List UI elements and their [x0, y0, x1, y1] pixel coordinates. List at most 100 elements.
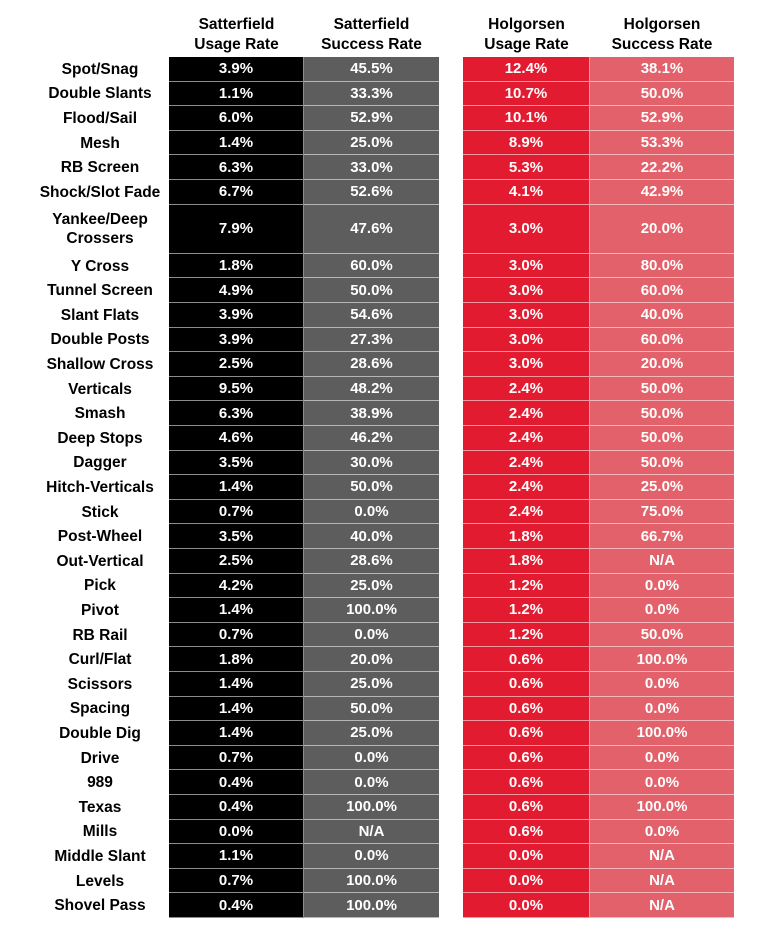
satterfield-usage-cell: 1.4% — [169, 672, 304, 697]
satterfield-success-cell: 52.9% — [304, 106, 439, 131]
holgorsen-success-cell: 0.0% — [590, 573, 734, 599]
satterfield-success-cell: 100.0% — [304, 893, 439, 918]
holgorsen-success-cell: 38.1% — [590, 57, 734, 82]
row-label: Spacing — [69, 700, 131, 718]
holgorsen-success-cell: 50.0% — [590, 376, 734, 402]
holgorsen-usage-cell: 3.0% — [463, 303, 590, 328]
row-label: Curl/Flat — [68, 651, 132, 669]
table-row: Out-Vertical 2.5% 28.6% 1.8% N/A — [0, 549, 758, 574]
holgorsen-success-cell: 0.0% — [590, 745, 734, 771]
header-holgorsen-usage: Holgorsen Usage Rate — [484, 16, 569, 53]
table-row: Spot/Snag 3.9% 45.5% 12.4% 38.1% — [0, 57, 758, 82]
satterfield-success-cell: 25.0% — [304, 130, 439, 156]
holgorsen-success-cell: 100.0% — [590, 721, 734, 746]
holgorsen-success-cell: 42.9% — [590, 180, 734, 205]
satterfield-success-cell: 54.6% — [304, 303, 439, 328]
satterfield-usage-cell: 9.5% — [169, 376, 304, 402]
holgorsen-success-cell: 80.0% — [590, 253, 734, 279]
row-label: Shock/Slot Fade — [39, 183, 161, 201]
holgorsen-success-cell: 75.0% — [590, 499, 734, 525]
holgorsen-success-cell: 20.0% — [590, 352, 734, 377]
satterfield-usage-cell: 6.3% — [169, 401, 304, 426]
holgorsen-usage-cell: 0.6% — [463, 770, 590, 795]
row-label: Out-Vertical — [56, 552, 144, 570]
row-label: Texas — [78, 798, 122, 816]
table-row: Pick 4.2% 25.0% 1.2% 0.0% — [0, 573, 758, 599]
holgorsen-success-cell: N/A — [590, 868, 734, 894]
satterfield-usage-cell: 0.7% — [169, 622, 304, 648]
satterfield-success-cell: 25.0% — [304, 721, 439, 746]
satterfield-success-cell: 100.0% — [304, 795, 439, 820]
table-row: Middle Slant 1.1% 0.0% 0.0% N/A — [0, 844, 758, 869]
table-row: Double Slants 1.1% 33.3% 10.7% 50.0% — [0, 81, 758, 107]
table-row: Mills 0.0% N/A 0.6% 0.0% — [0, 819, 758, 845]
satterfield-success-cell: 50.0% — [304, 475, 439, 500]
satterfield-success-cell: 25.0% — [304, 672, 439, 697]
satterfield-usage-cell: 1.1% — [169, 844, 304, 869]
holgorsen-usage-cell: 12.4% — [463, 57, 590, 82]
holgorsen-success-cell: 40.0% — [590, 303, 734, 328]
satterfield-usage-cell: 0.4% — [169, 893, 304, 918]
row-label: Tunnel Screen — [47, 282, 153, 300]
header-satterfield-success: Satterfield Success Rate — [321, 16, 422, 53]
satterfield-success-cell: 0.0% — [304, 745, 439, 771]
row-label: Double Posts — [50, 331, 150, 349]
table-row: RB Screen 6.3% 33.0% 5.3% 22.2% — [0, 155, 758, 180]
satterfield-success-cell: 45.5% — [304, 57, 439, 82]
holgorsen-usage-cell: 1.8% — [463, 549, 590, 574]
holgorsen-usage-cell: 2.4% — [463, 475, 590, 500]
row-label: RB Screen — [60, 159, 140, 177]
table-row: Levels 0.7% 100.0% 0.0% N/A — [0, 868, 758, 894]
satterfield-usage-cell: 3.5% — [169, 524, 304, 549]
table-row: Double Dig 1.4% 25.0% 0.6% 100.0% — [0, 721, 758, 746]
holgorsen-usage-cell: 0.6% — [463, 745, 590, 771]
holgorsen-usage-cell: 4.1% — [463, 180, 590, 205]
header-satterfield-usage: Satterfield Usage Rate — [194, 16, 279, 53]
holgorsen-usage-cell: 1.2% — [463, 622, 590, 648]
row-label: Mills — [82, 823, 118, 841]
holgorsen-usage-cell: 3.0% — [463, 278, 590, 303]
holgorsen-usage-cell: 10.7% — [463, 81, 590, 107]
holgorsen-success-cell: N/A — [590, 549, 734, 574]
satterfield-usage-cell: 3.9% — [169, 327, 304, 353]
table-row: Slant Flats 3.9% 54.6% 3.0% 40.0% — [0, 303, 758, 328]
satterfield-usage-cell: 1.8% — [169, 647, 304, 672]
row-label: Shallow Cross — [46, 355, 154, 373]
holgorsen-success-cell: 20.0% — [590, 204, 734, 254]
row-label: Double Dig — [59, 724, 141, 742]
satterfield-success-cell: 100.0% — [304, 598, 439, 623]
table-row: Hitch-Verticals 1.4% 50.0% 2.4% 25.0% — [0, 475, 758, 500]
holgorsen-success-cell: 0.0% — [590, 770, 734, 795]
holgorsen-success-cell: 50.0% — [590, 426, 734, 451]
holgorsen-usage-cell: 0.6% — [463, 647, 590, 672]
holgorsen-success-cell: 53.3% — [590, 130, 734, 156]
holgorsen-success-cell: 0.0% — [590, 696, 734, 722]
holgorsen-usage-cell: 0.6% — [463, 721, 590, 746]
table-row: Scissors 1.4% 25.0% 0.6% 0.0% — [0, 672, 758, 697]
satterfield-usage-cell: 3.9% — [169, 57, 304, 82]
holgorsen-success-cell: 52.9% — [590, 106, 734, 131]
row-label: Spot/Snag — [61, 60, 139, 78]
satterfield-success-cell: 38.9% — [304, 401, 439, 426]
satterfield-usage-cell: 0.4% — [169, 770, 304, 795]
satterfield-success-cell: 100.0% — [304, 868, 439, 894]
holgorsen-success-cell: 25.0% — [590, 475, 734, 500]
row-label: Middle Slant — [54, 847, 146, 865]
satterfield-usage-cell: 1.4% — [169, 475, 304, 500]
holgorsen-success-cell: 0.0% — [590, 672, 734, 697]
holgorsen-usage-cell: 2.4% — [463, 401, 590, 426]
satterfield-usage-cell: 1.1% — [169, 81, 304, 107]
holgorsen-usage-cell: 3.0% — [463, 327, 590, 353]
satterfield-success-cell: 0.0% — [304, 770, 439, 795]
row-label: Pick — [84, 577, 116, 595]
table-row: Dagger 3.5% 30.0% 2.4% 50.0% — [0, 450, 758, 476]
table-row: Shock/Slot Fade 6.7% 52.6% 4.1% 42.9% — [0, 180, 758, 205]
table-row: Pivot 1.4% 100.0% 1.2% 0.0% — [0, 598, 758, 623]
satterfield-success-cell: 50.0% — [304, 278, 439, 303]
row-label: Verticals — [68, 380, 132, 398]
row-label: Smash — [74, 405, 126, 423]
row-label: RB Rail — [72, 626, 128, 644]
holgorsen-usage-cell: 0.0% — [463, 844, 590, 869]
table-row: Stick 0.7% 0.0% 2.4% 75.0% — [0, 499, 758, 525]
holgorsen-success-cell: 0.0% — [590, 819, 734, 845]
